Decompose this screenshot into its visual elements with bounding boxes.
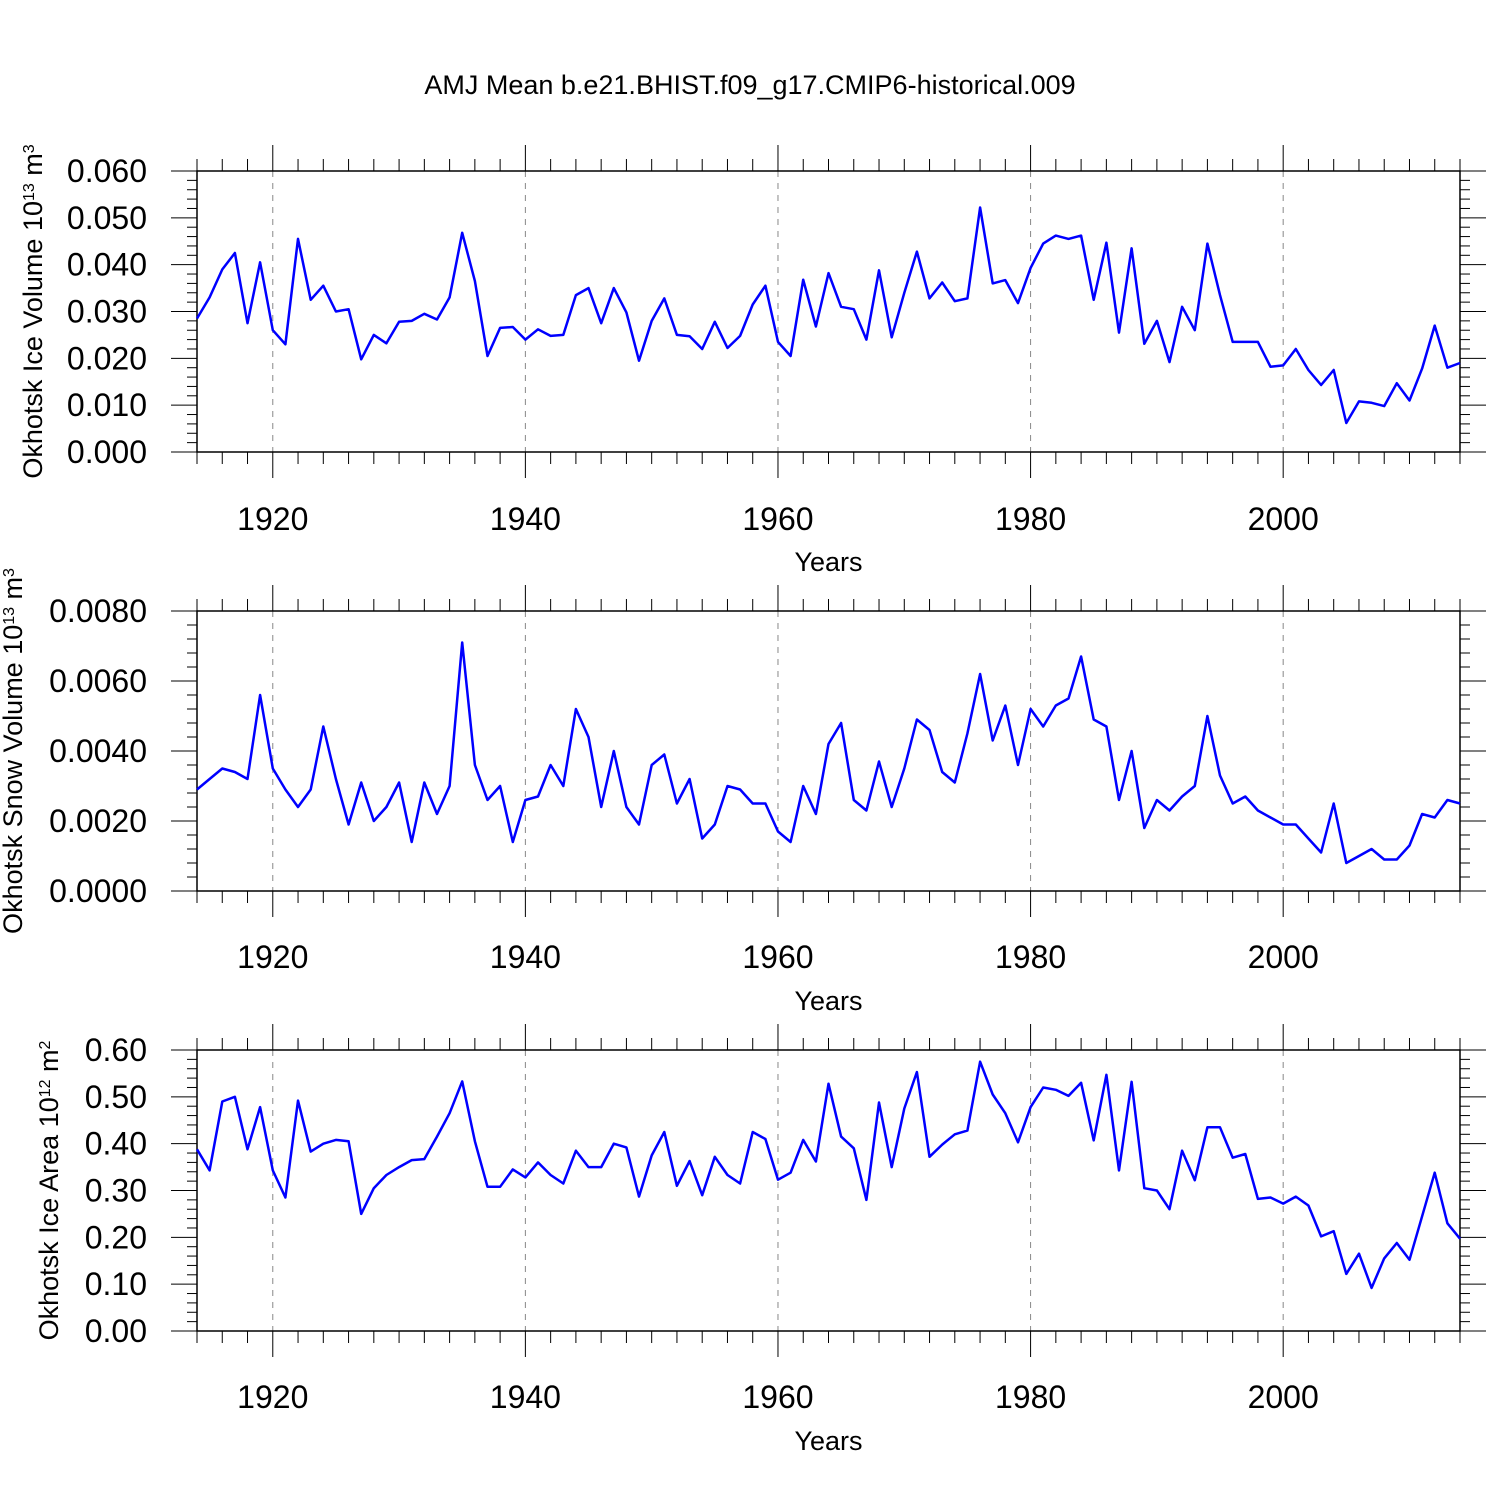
x-tick-label: 1940 <box>490 501 561 537</box>
x-tick-label: 1920 <box>237 501 308 537</box>
x-tick-label: 1980 <box>995 939 1066 975</box>
y-axis-label: Okhotsk Ice Area 1012 m2 <box>34 1040 64 1340</box>
plot-frame <box>196 1049 1461 1332</box>
y-tick-label: 0.60 <box>85 1032 147 1068</box>
series-line <box>195 1060 1461 1290</box>
y-tick-label: 0.0080 <box>49 593 147 629</box>
y-axis-label: Okhotsk Ice Volume 1013 m3 <box>18 144 48 478</box>
x-tick-label: 1940 <box>490 1379 561 1415</box>
x-tick-label: 2000 <box>1248 939 1319 975</box>
series-line <box>195 206 1461 425</box>
x-axis-label: Years <box>794 547 862 577</box>
y-tick-label: 0.20 <box>85 1219 147 1255</box>
x-tick-label: 1980 <box>995 501 1066 537</box>
chart-panel-1: 0.000 0.010 0.020 0.030 0.040 0.050 0.060 1920 1… <box>18 144 1486 577</box>
x-axis-label: Years <box>794 1426 862 1456</box>
x-axis-label: Years <box>794 986 862 1016</box>
x-tick-label: 1920 <box>237 939 308 975</box>
series-line <box>196 641 1461 865</box>
y-tick-label: 0.040 <box>67 247 147 283</box>
chart-panel-3: 0.00 0.10 0.20 0.30 0.40 0.50 0.60 1920 1940 1960… <box>34 1024 1486 1456</box>
x-tick-label: 1920 <box>237 1379 308 1415</box>
y-tick-label: 0.060 <box>67 153 147 189</box>
y-tick-label: 0.0040 <box>49 733 147 769</box>
x-tick-label: 1960 <box>742 501 813 537</box>
y-tick-label: 0.010 <box>67 387 147 423</box>
y-tick-label: 0.40 <box>85 1126 147 1162</box>
x-tick-label: 1940 <box>490 939 561 975</box>
y-tick-label: 0.0000 <box>49 873 147 909</box>
x-tick-label: 2000 <box>1248 1379 1319 1415</box>
x-tick-label: 2000 <box>1248 501 1319 537</box>
x-tick-label: 1960 <box>742 939 813 975</box>
y-tick-label: 0.0020 <box>49 803 147 839</box>
y-tick-label: 0.0060 <box>49 663 147 699</box>
x-tick-label: 1960 <box>742 1379 813 1415</box>
x-tick-label: 1980 <box>995 1379 1066 1415</box>
chart-panels: 0.000 0.010 0.020 0.030 0.040 0.050 0.060 1920 1… <box>0 144 1486 1456</box>
y-axis-label: Okhotsk Snow Volume 1013 m3 <box>0 568 28 934</box>
y-tick-label: 0.030 <box>67 294 147 330</box>
y-tick-label: 0.50 <box>85 1079 147 1115</box>
y-tick-label: 0.020 <box>67 340 147 376</box>
y-tick-label: 0.10 <box>85 1266 147 1302</box>
y-tick-label: 0.30 <box>85 1173 147 1209</box>
y-tick-label: 0.050 <box>67 200 147 236</box>
chart-title: AMJ Mean b.e21.BHIST.f09_g17.CMIP6-histo… <box>424 70 1075 100</box>
chart-panel-2: 0.0000 0.0020 0.0040 0.0060 0.0080 1920 1940 19… <box>0 568 1486 1016</box>
y-tick-label: 0.00 <box>85 1313 147 1349</box>
y-tick-label: 0.000 <box>67 434 147 470</box>
plot-frame <box>196 170 1461 453</box>
